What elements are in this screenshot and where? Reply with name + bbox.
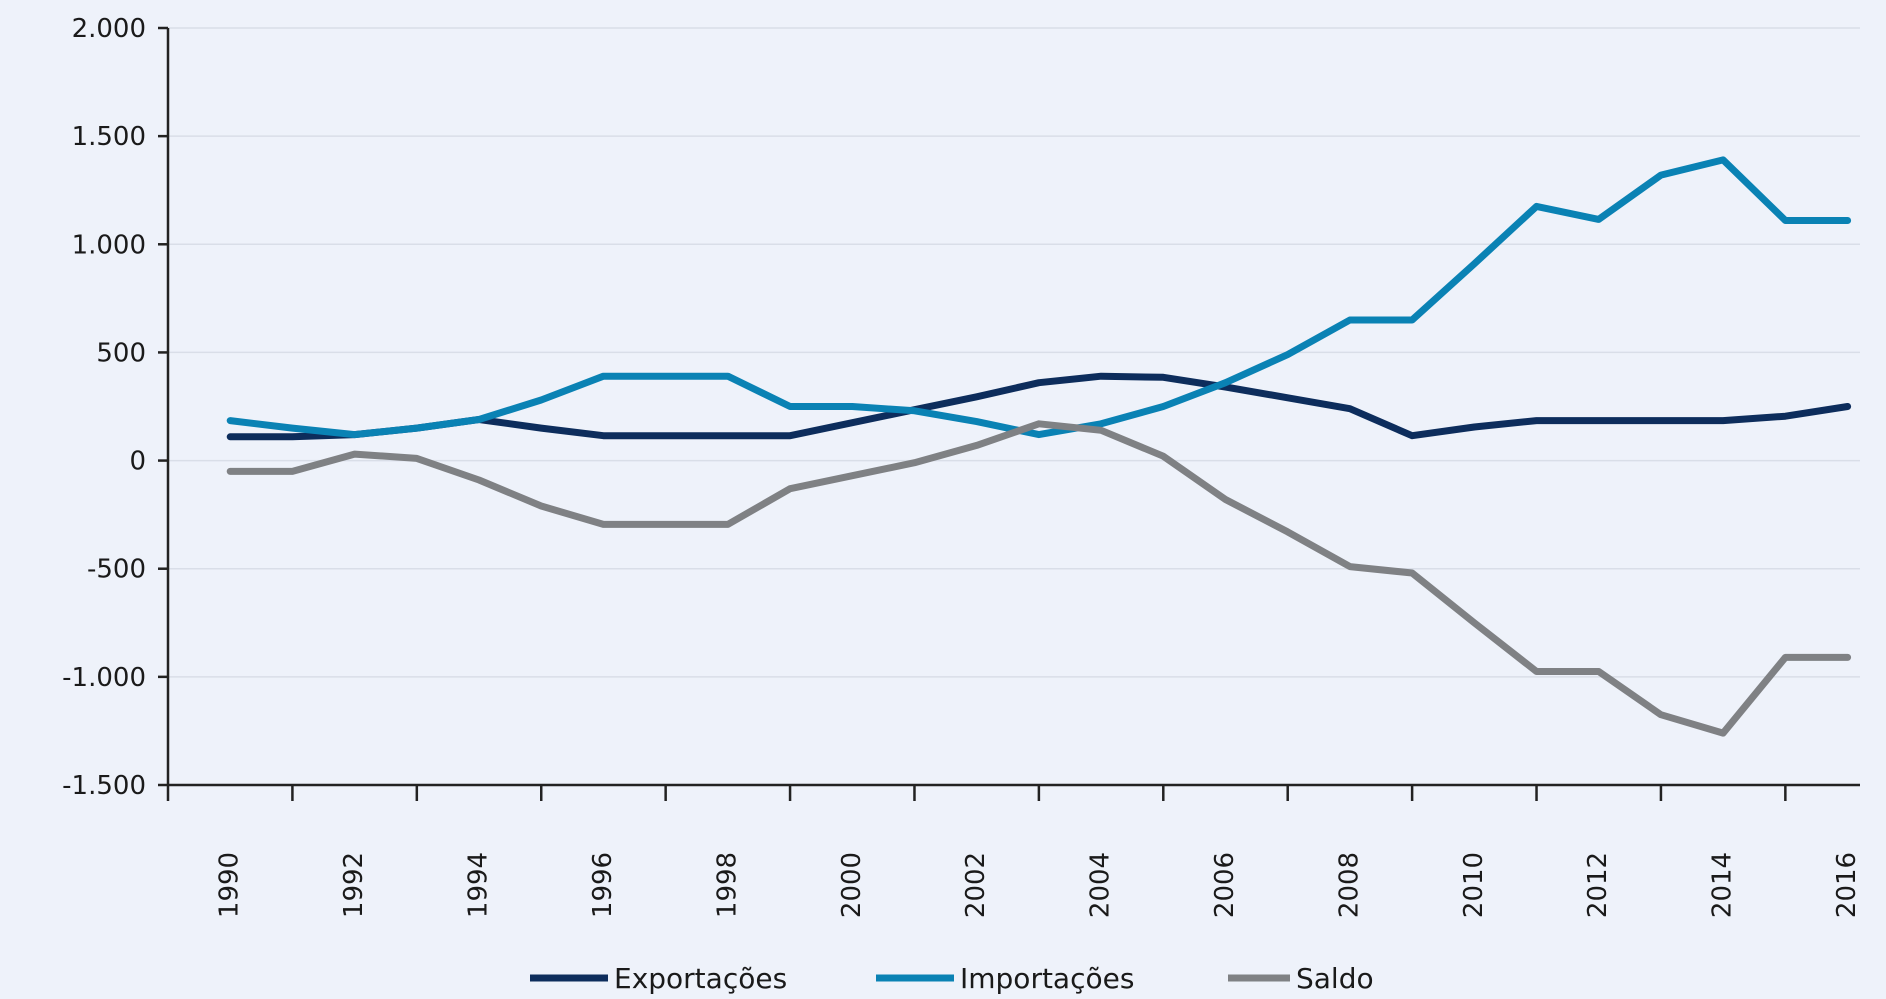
x-tick-label: 2002	[961, 852, 991, 918]
legend-label: Saldo	[1296, 962, 1374, 995]
x-tick-label: 1992	[339, 852, 369, 918]
series-line-importações	[226, 156, 1852, 439]
series-line-saldo	[226, 420, 1852, 737]
x-tick-label: 1998	[712, 852, 742, 918]
y-tick-label: 500	[96, 338, 146, 368]
legend-label: Exportações	[614, 962, 787, 995]
y-tick-label: 1.000	[72, 230, 146, 260]
x-tick-label: 1994	[464, 852, 494, 918]
x-tick-label: 2008	[1334, 852, 1364, 918]
x-tick-label: 2014	[1708, 852, 1738, 918]
y-tick-label: 0	[129, 447, 146, 477]
x-tick-label: 2010	[1459, 852, 1489, 918]
y-tick-label: 2.000	[72, 14, 146, 44]
y-tick-label: -1.500	[62, 771, 146, 801]
legend-label: Importações	[960, 962, 1134, 995]
x-tick-label: 2004	[1086, 852, 1116, 918]
y-tick-label: 1.500	[72, 122, 146, 152]
y-tick-label: -500	[87, 555, 146, 585]
x-tick-label: 2016	[1832, 852, 1862, 918]
x-tick-label: 2006	[1210, 852, 1240, 918]
x-tick-label: 2012	[1583, 852, 1613, 918]
x-tick-label: 1990	[215, 852, 245, 918]
series-line-exportações	[226, 372, 1852, 441]
x-tick-label: 1996	[588, 852, 618, 918]
y-tick-label: -1.000	[62, 663, 146, 693]
x-tick-label: 2000	[837, 852, 867, 918]
